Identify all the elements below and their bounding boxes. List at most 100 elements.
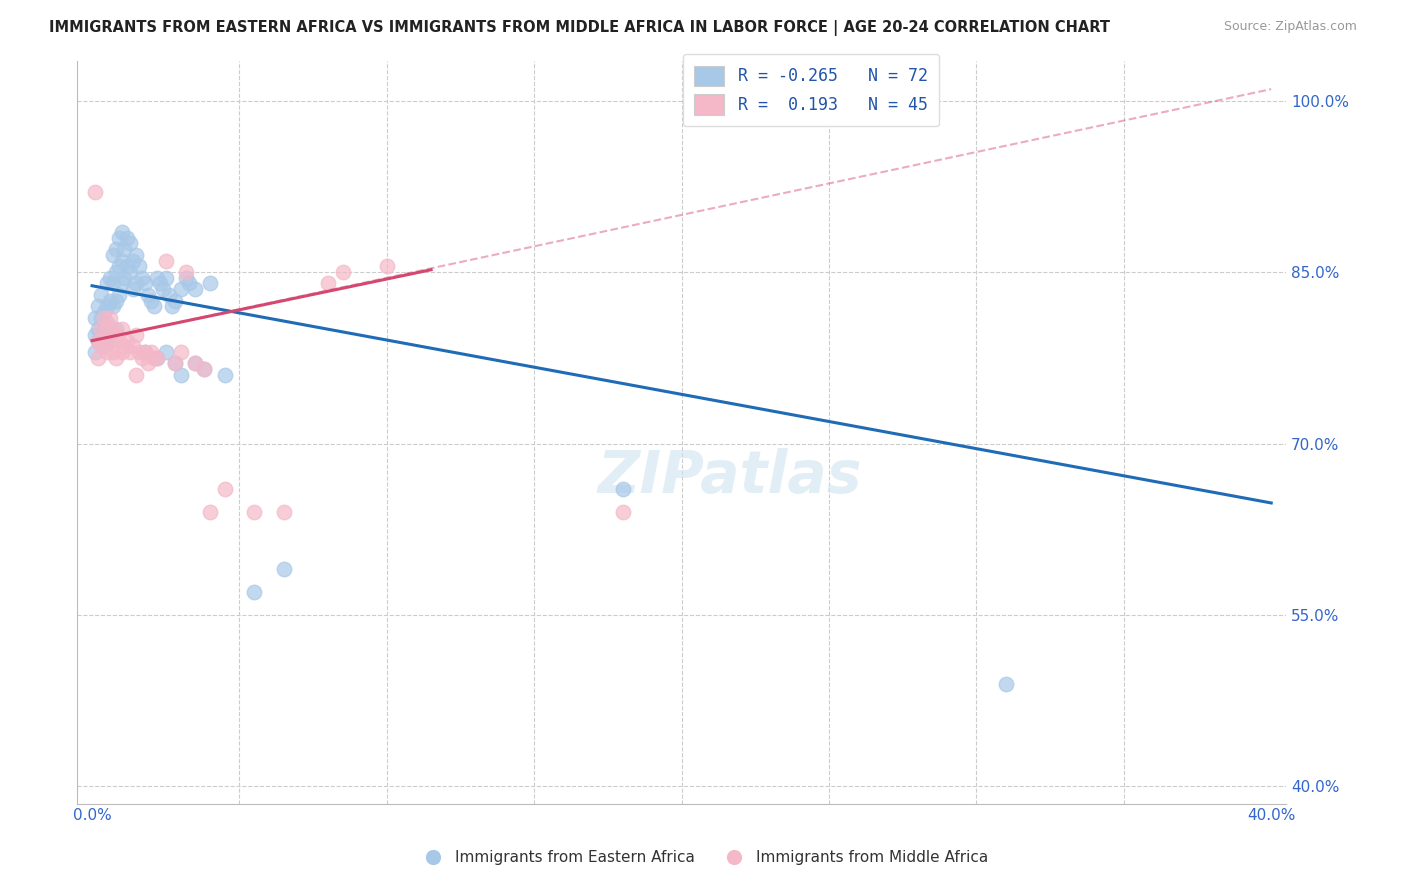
Point (125, 327, 148, 342)
Point (90, 327, 112, 342)
Point (87, 334, 110, 348)
Legend: Immigrants from Eastern Africa, Immigrants from Middle Africa: Immigrants from Eastern Africa, Immigran… (411, 844, 995, 871)
Point (169, 368, 191, 382)
Point (169, 282, 191, 296)
Point (134, 345, 156, 359)
Text: ZIPatlas: ZIPatlas (598, 448, 862, 505)
Point (90, 322, 112, 336)
Point (84, 310, 107, 325)
Point (117, 260, 139, 274)
Point (125, 248, 148, 262)
Point (107, 288, 129, 302)
Point (176, 270, 198, 285)
Point (273, 505, 295, 519)
Point (214, 368, 236, 382)
Point (96, 277, 118, 291)
Point (146, 270, 169, 285)
Point (96, 317, 118, 331)
Point (157, 288, 180, 302)
Point (152, 282, 174, 296)
Point (146, 351, 169, 365)
Point (87, 351, 110, 365)
Point (101, 277, 124, 291)
Point (96, 334, 118, 348)
Point (96, 299, 118, 313)
Point (104, 327, 127, 342)
Point (146, 351, 169, 365)
Point (84, 327, 107, 342)
Point (87, 322, 110, 336)
Point (117, 334, 139, 348)
Point (98, 310, 121, 325)
Point (612, 505, 634, 519)
Point (96, 322, 118, 336)
Point (163, 356, 186, 370)
Point (110, 345, 132, 359)
Point (122, 339, 145, 353)
Point (93, 334, 115, 348)
Point (120, 236, 142, 251)
Point (128, 345, 150, 359)
Point (90, 339, 112, 353)
Point (104, 351, 127, 365)
Point (131, 270, 153, 285)
Point (332, 265, 354, 279)
Point (114, 242, 136, 256)
Point (214, 482, 236, 496)
Point (176, 265, 198, 279)
Point (160, 299, 183, 313)
Point (122, 253, 145, 268)
Point (128, 260, 150, 274)
Point (612, 482, 634, 496)
Point (134, 277, 156, 291)
Point (155, 345, 177, 359)
Point (114, 339, 136, 353)
Point (98, 293, 121, 308)
Point (93, 310, 115, 325)
Point (90, 310, 112, 325)
Point (90, 288, 112, 302)
Point (110, 225, 132, 239)
Point (104, 293, 127, 308)
Point (198, 505, 221, 519)
Point (163, 293, 186, 308)
Point (93, 322, 115, 336)
Point (120, 345, 142, 359)
Point (117, 231, 139, 245)
Point (134, 345, 156, 359)
Point (101, 322, 124, 336)
Point (104, 265, 127, 279)
Point (114, 270, 136, 285)
Point (104, 322, 127, 336)
Point (93, 339, 115, 353)
Text: IMMIGRANTS FROM EASTERN AFRICA VS IMMIGRANTS FROM MIDDLE AFRICA IN LABOR FORCE |: IMMIGRANTS FROM EASTERN AFRICA VS IMMIGR… (49, 20, 1111, 36)
Point (273, 562, 295, 576)
Point (198, 277, 221, 291)
Point (107, 334, 129, 348)
Point (184, 356, 207, 370)
Point (98, 322, 121, 336)
Point (93, 305, 115, 319)
Point (101, 345, 124, 359)
Point (136, 356, 159, 370)
Text: Source: ZipAtlas.com: Source: ZipAtlas.com (1223, 20, 1357, 33)
Point (98, 270, 121, 285)
Point (375, 260, 398, 274)
Point (122, 282, 145, 296)
Point (120, 265, 142, 279)
Point (87, 299, 110, 313)
Point (184, 282, 207, 296)
Point (84, 345, 107, 359)
Point (107, 260, 129, 274)
Point (243, 505, 266, 519)
Point (149, 277, 172, 291)
Point (155, 270, 177, 285)
Point (994, 676, 1017, 690)
Point (84, 185, 107, 199)
Point (98, 334, 121, 348)
Point (110, 253, 132, 268)
Point (104, 242, 127, 256)
Point (110, 277, 132, 291)
Point (143, 299, 166, 313)
Point (125, 277, 148, 291)
